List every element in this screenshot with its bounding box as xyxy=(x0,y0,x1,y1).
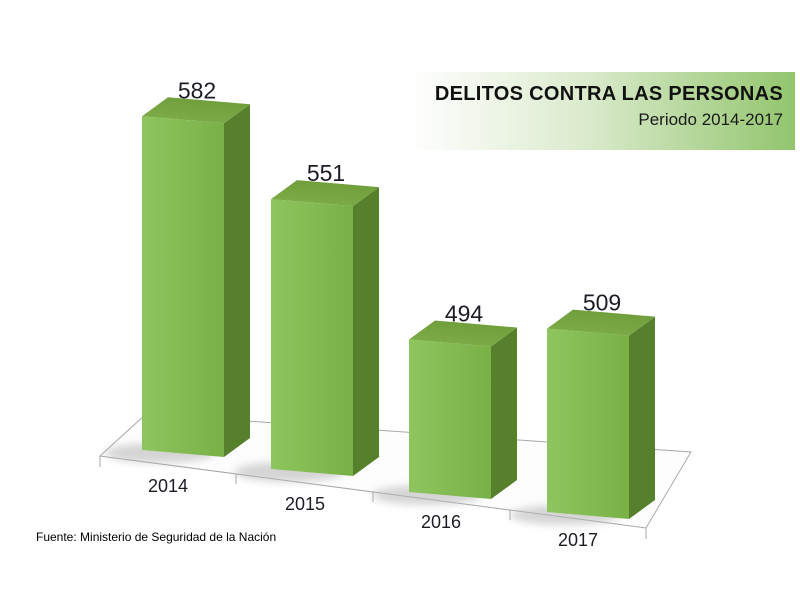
bar-value-label: 494 xyxy=(445,301,484,327)
bar-top-face xyxy=(271,180,379,207)
bar-side-face xyxy=(353,187,379,476)
bar-value-label: 509 xyxy=(583,290,621,316)
bar-front-face xyxy=(142,116,224,457)
category-label: 2017 xyxy=(558,530,598,550)
bar-side-face xyxy=(629,316,655,519)
bar-group: 494 2016 xyxy=(372,301,517,532)
chart-floor xyxy=(98,413,692,529)
bar-side-face xyxy=(491,327,517,499)
bar-side-face xyxy=(224,104,250,457)
bar-top-face xyxy=(547,309,655,336)
source-note: Fuente: Ministerio de Seguridad de la Na… xyxy=(36,530,277,544)
bar-front-face xyxy=(547,328,629,519)
bar-front-face xyxy=(409,339,491,499)
bar-front-face xyxy=(271,199,353,476)
bar-group: 509 2017 xyxy=(510,290,655,550)
chart-title-box: DELITOS CONTRA LAS PERSONAS Periodo 2014… xyxy=(408,72,795,150)
bar-group: 551 2015 xyxy=(234,160,379,514)
category-label: 2015 xyxy=(285,494,325,514)
chart-title: DELITOS CONTRA LAS PERSONAS xyxy=(434,83,783,105)
bar-value-label: 551 xyxy=(307,160,345,186)
bar-top-face xyxy=(142,97,250,124)
chart-subtitle: Periodo 2014-2017 xyxy=(638,110,783,129)
bar-top-face xyxy=(409,320,517,347)
category-label: 2016 xyxy=(421,512,461,532)
bar-group: 582 2014 xyxy=(105,77,250,496)
bar-value-label: 582 xyxy=(178,77,216,103)
category-label: 2014 xyxy=(148,476,188,496)
